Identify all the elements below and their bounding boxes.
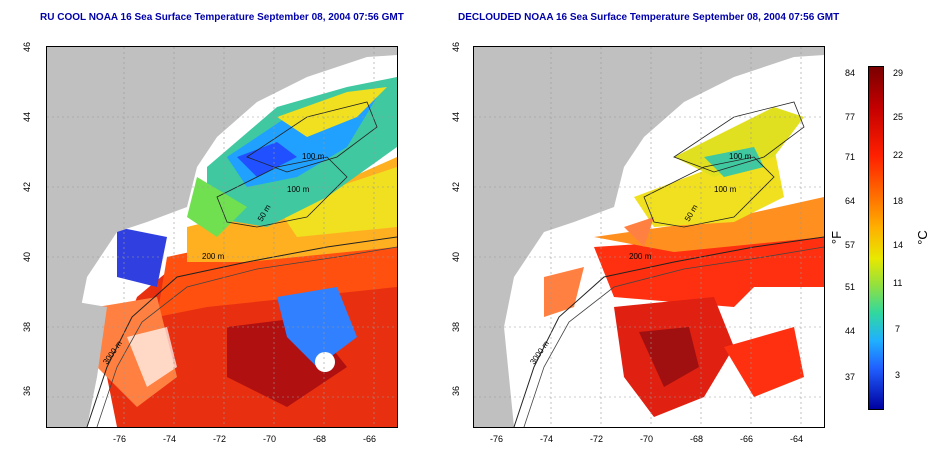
colorbar-c-tick: 11 xyxy=(893,278,903,288)
lat-tick: 44 xyxy=(451,112,461,123)
lon-tick: -66 xyxy=(740,434,754,444)
lon-tick: -70 xyxy=(640,434,654,444)
lat-tick: 40 xyxy=(451,252,461,263)
contour-label: 100 m xyxy=(729,152,752,161)
colorbar-c-tick: 18 xyxy=(893,196,904,206)
colorbar-f-tick: 57 xyxy=(845,240,856,250)
lon-tick: -76 xyxy=(490,434,504,444)
colorbar-f-tick: 44 xyxy=(845,326,856,336)
lon-tick: -64 xyxy=(790,434,804,444)
colorbar-c-tick: 7 xyxy=(895,324,901,334)
lon-tick: -74 xyxy=(540,434,554,444)
colorbar-f-tick: 84 xyxy=(845,68,856,78)
sst-map-raw: 100 m 100 m 50 m 200 m 3000 m xyxy=(46,46,398,428)
unit-celsius-label: °C xyxy=(914,230,930,245)
lon-tick: -66 xyxy=(363,434,377,444)
colorbar-c-tick: 3 xyxy=(895,370,901,380)
lat-tick: 38 xyxy=(451,322,461,333)
colorbar-f-tick: 37 xyxy=(845,372,856,382)
lat-tick: 36 xyxy=(451,386,461,397)
contour-label: 100 m xyxy=(287,185,310,194)
unit-fahrenheit-label: °F xyxy=(829,230,845,245)
colorbar-f-tick: 64 xyxy=(845,196,856,206)
lat-tick: 42 xyxy=(22,182,32,193)
left-panel-title: RU COOL NOAA 16 Sea Surface Temperature … xyxy=(40,12,404,23)
lat-tick: 44 xyxy=(22,112,32,123)
lon-tick: -72 xyxy=(590,434,604,444)
lat-tick: 46 xyxy=(22,42,32,53)
colorbar-c-tick: 25 xyxy=(893,112,904,122)
contour-label: 200 m xyxy=(629,252,652,261)
lon-tick: -70 xyxy=(263,434,277,444)
lon-tick: -68 xyxy=(313,434,327,444)
temperature-colorbar xyxy=(868,66,884,410)
contour-label: 100 m xyxy=(302,152,325,161)
sst-map-raw-graphic: 100 m 100 m 50 m 200 m 3000 m xyxy=(47,47,397,427)
lat-tick: 40 xyxy=(22,252,32,263)
right-panel-title: DECLOUDED NOAA 16 Sea Surface Temperatur… xyxy=(458,12,840,23)
lat-tick: 38 xyxy=(22,322,32,333)
colorbar-c-tick: 14 xyxy=(893,240,904,250)
lat-tick: 46 xyxy=(451,42,461,53)
sst-map-declouded-graphic: 100 m 100 m 50 m 200 m 3000 m xyxy=(474,47,824,427)
colorbar-c-tick: 29 xyxy=(893,68,904,78)
lon-tick: -74 xyxy=(163,434,177,444)
contour-label: 100 m xyxy=(714,185,737,194)
lat-tick: 42 xyxy=(451,182,461,193)
lon-tick: -76 xyxy=(113,434,127,444)
colorbar-c-tick: 22 xyxy=(893,150,904,160)
lat-tick: 36 xyxy=(22,386,32,397)
sst-map-declouded: 100 m 100 m 50 m 200 m 3000 m xyxy=(473,46,825,428)
colorbar-f-tick: 51 xyxy=(845,282,856,292)
lon-tick: -68 xyxy=(690,434,704,444)
lon-tick: -72 xyxy=(213,434,227,444)
contour-label: 200 m xyxy=(202,252,225,261)
colorbar-f-tick: 71 xyxy=(845,152,856,162)
colorbar-f-tick: 77 xyxy=(845,112,856,122)
